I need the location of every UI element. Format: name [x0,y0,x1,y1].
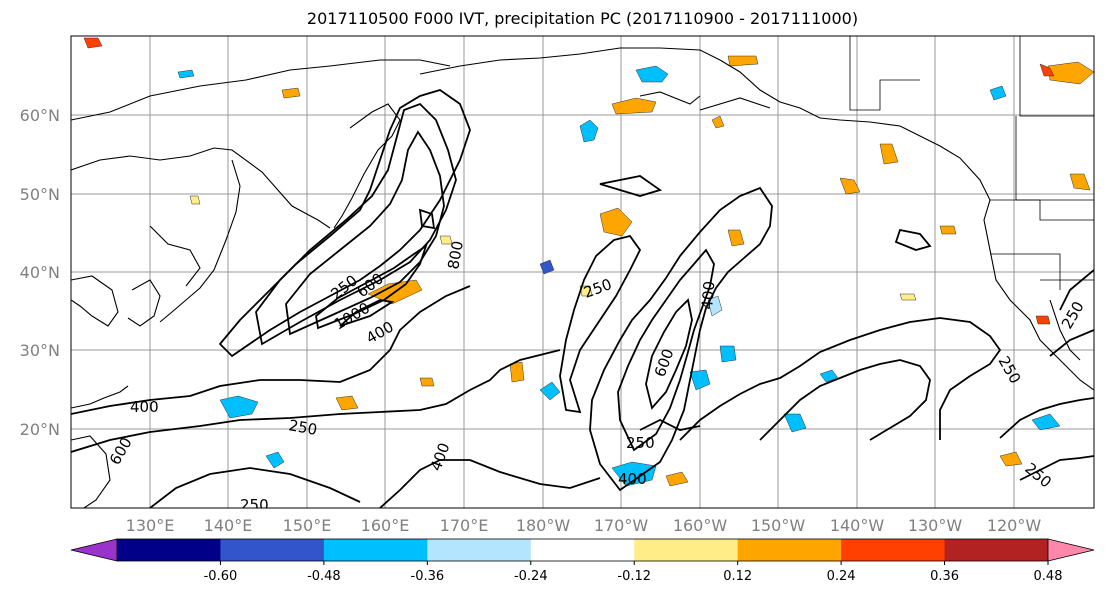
precip-positive-blob [1035,315,1051,325]
contour-label: 800 [444,239,467,270]
colorbar-tick-label: -0.36 [411,569,445,584]
colorbar-tick-label: 0.36 [930,569,959,584]
lon-label: 130°E [126,516,175,535]
precip-negative-blob [783,413,807,433]
colorbar: -0.60 -0.48 -0.36 -0.24 -0.12 0.12 0.24 0.36 0.4… [70,538,1095,584]
precip-negative-blob [265,451,285,469]
lon-label: 160°E [361,516,410,535]
precip-positive-blob [439,235,453,245]
lat-label: 40°N [20,263,60,282]
political-borders [849,36,1094,290]
precip-positive-blob [281,87,301,99]
precip-positive-blob [419,377,435,387]
precip-positive-blob [83,37,103,49]
precip-positive-blob [189,195,201,205]
coastlines [71,47,1094,508]
contour-label: 250 [626,434,655,452]
precip-positive-blob [599,207,633,237]
colorbar-tick-label: 0.48 [1034,569,1063,584]
precip-positive-blob [335,395,359,411]
precip-positive-blob [509,361,525,383]
colorbar-tick-label: -0.48 [307,569,341,584]
precip-positive-blob [727,229,745,247]
precip-positive-blob [939,225,957,235]
colorbar-segment [427,539,532,561]
precip-negative-blob [539,259,555,275]
precipitation-blobs [83,37,1094,487]
precip-positive-blob [1039,63,1055,77]
precip-positive-blob [711,115,725,129]
precip-negative-blob [635,65,669,83]
lon-label: 150°E [283,516,332,535]
colorbar-tick-label: -0.12 [617,569,651,584]
precip-positive-blob [665,471,689,487]
lon-label: 120°W [987,516,1042,535]
lat-label: 20°N [20,420,60,439]
contour-label: 250 [240,496,269,514]
precip-negative-blob [719,345,737,363]
lon-label: 140°W [830,516,885,535]
precip-positive-blob [999,451,1023,467]
precip-positive-blob [727,55,759,67]
precip-positive-blob [1069,173,1091,191]
contour-label: 400 [698,280,718,310]
precip-positive-blob [899,293,917,301]
precip-negative-blob [579,119,599,143]
lon-label: 180°W [516,516,571,535]
precip-positive-blob [579,285,593,297]
contour-label: 400 [130,398,159,416]
colorbar-segment [220,539,325,561]
map-title: 2017110500 F000 IVT, precipitation PC (2… [306,9,859,28]
colorbar-segment [117,539,221,561]
precip-negative-blob [177,69,195,79]
lon-label: 130°W [908,516,963,535]
colorbar-segment [634,539,739,561]
lat-label: 60°N [20,106,60,125]
map-frame [70,35,1095,509]
colorbar-tick-label: -0.24 [514,569,548,584]
lon-label: 170°W [594,516,649,535]
colorbar-tick-label: -0.60 [204,569,238,584]
precip-negative-blob [611,461,657,487]
lat-label: 30°N [20,341,60,360]
precip-positive-blob [879,143,899,165]
colorbar-tick-label: 0.24 [827,569,856,584]
contour-label: 250 [287,416,318,439]
colorbar-extend-high [1048,539,1094,561]
colorbar-segment [944,539,1049,561]
lon-label: 140°E [204,516,253,535]
precip-positive-blob [839,177,861,195]
contour-label: 400 [618,470,647,488]
lon-label: 150°W [751,516,806,535]
lon-label: 170°E [440,516,489,535]
precip-positive-blob [611,97,657,115]
precip-positive-blob [1047,61,1094,85]
precip-negative-blob [219,395,259,419]
colorbar-segment [323,539,428,561]
precip-negative-blob [1031,413,1061,431]
colorbar-extend-low [71,539,117,561]
colorbar-segment [841,539,946,561]
precip-negative-blob [989,85,1007,101]
lat-label: 50°N [20,185,60,204]
precip-negative-blob [707,295,723,317]
lon-label: 160°W [673,516,728,535]
precip-negative-blob [689,369,711,391]
colorbar-tick-label: 0.12 [723,569,752,584]
colorbar-segment [737,539,842,561]
precip-negative-blob [539,381,561,401]
ivt-contours [71,89,1094,508]
colorbar-segment [530,539,635,561]
